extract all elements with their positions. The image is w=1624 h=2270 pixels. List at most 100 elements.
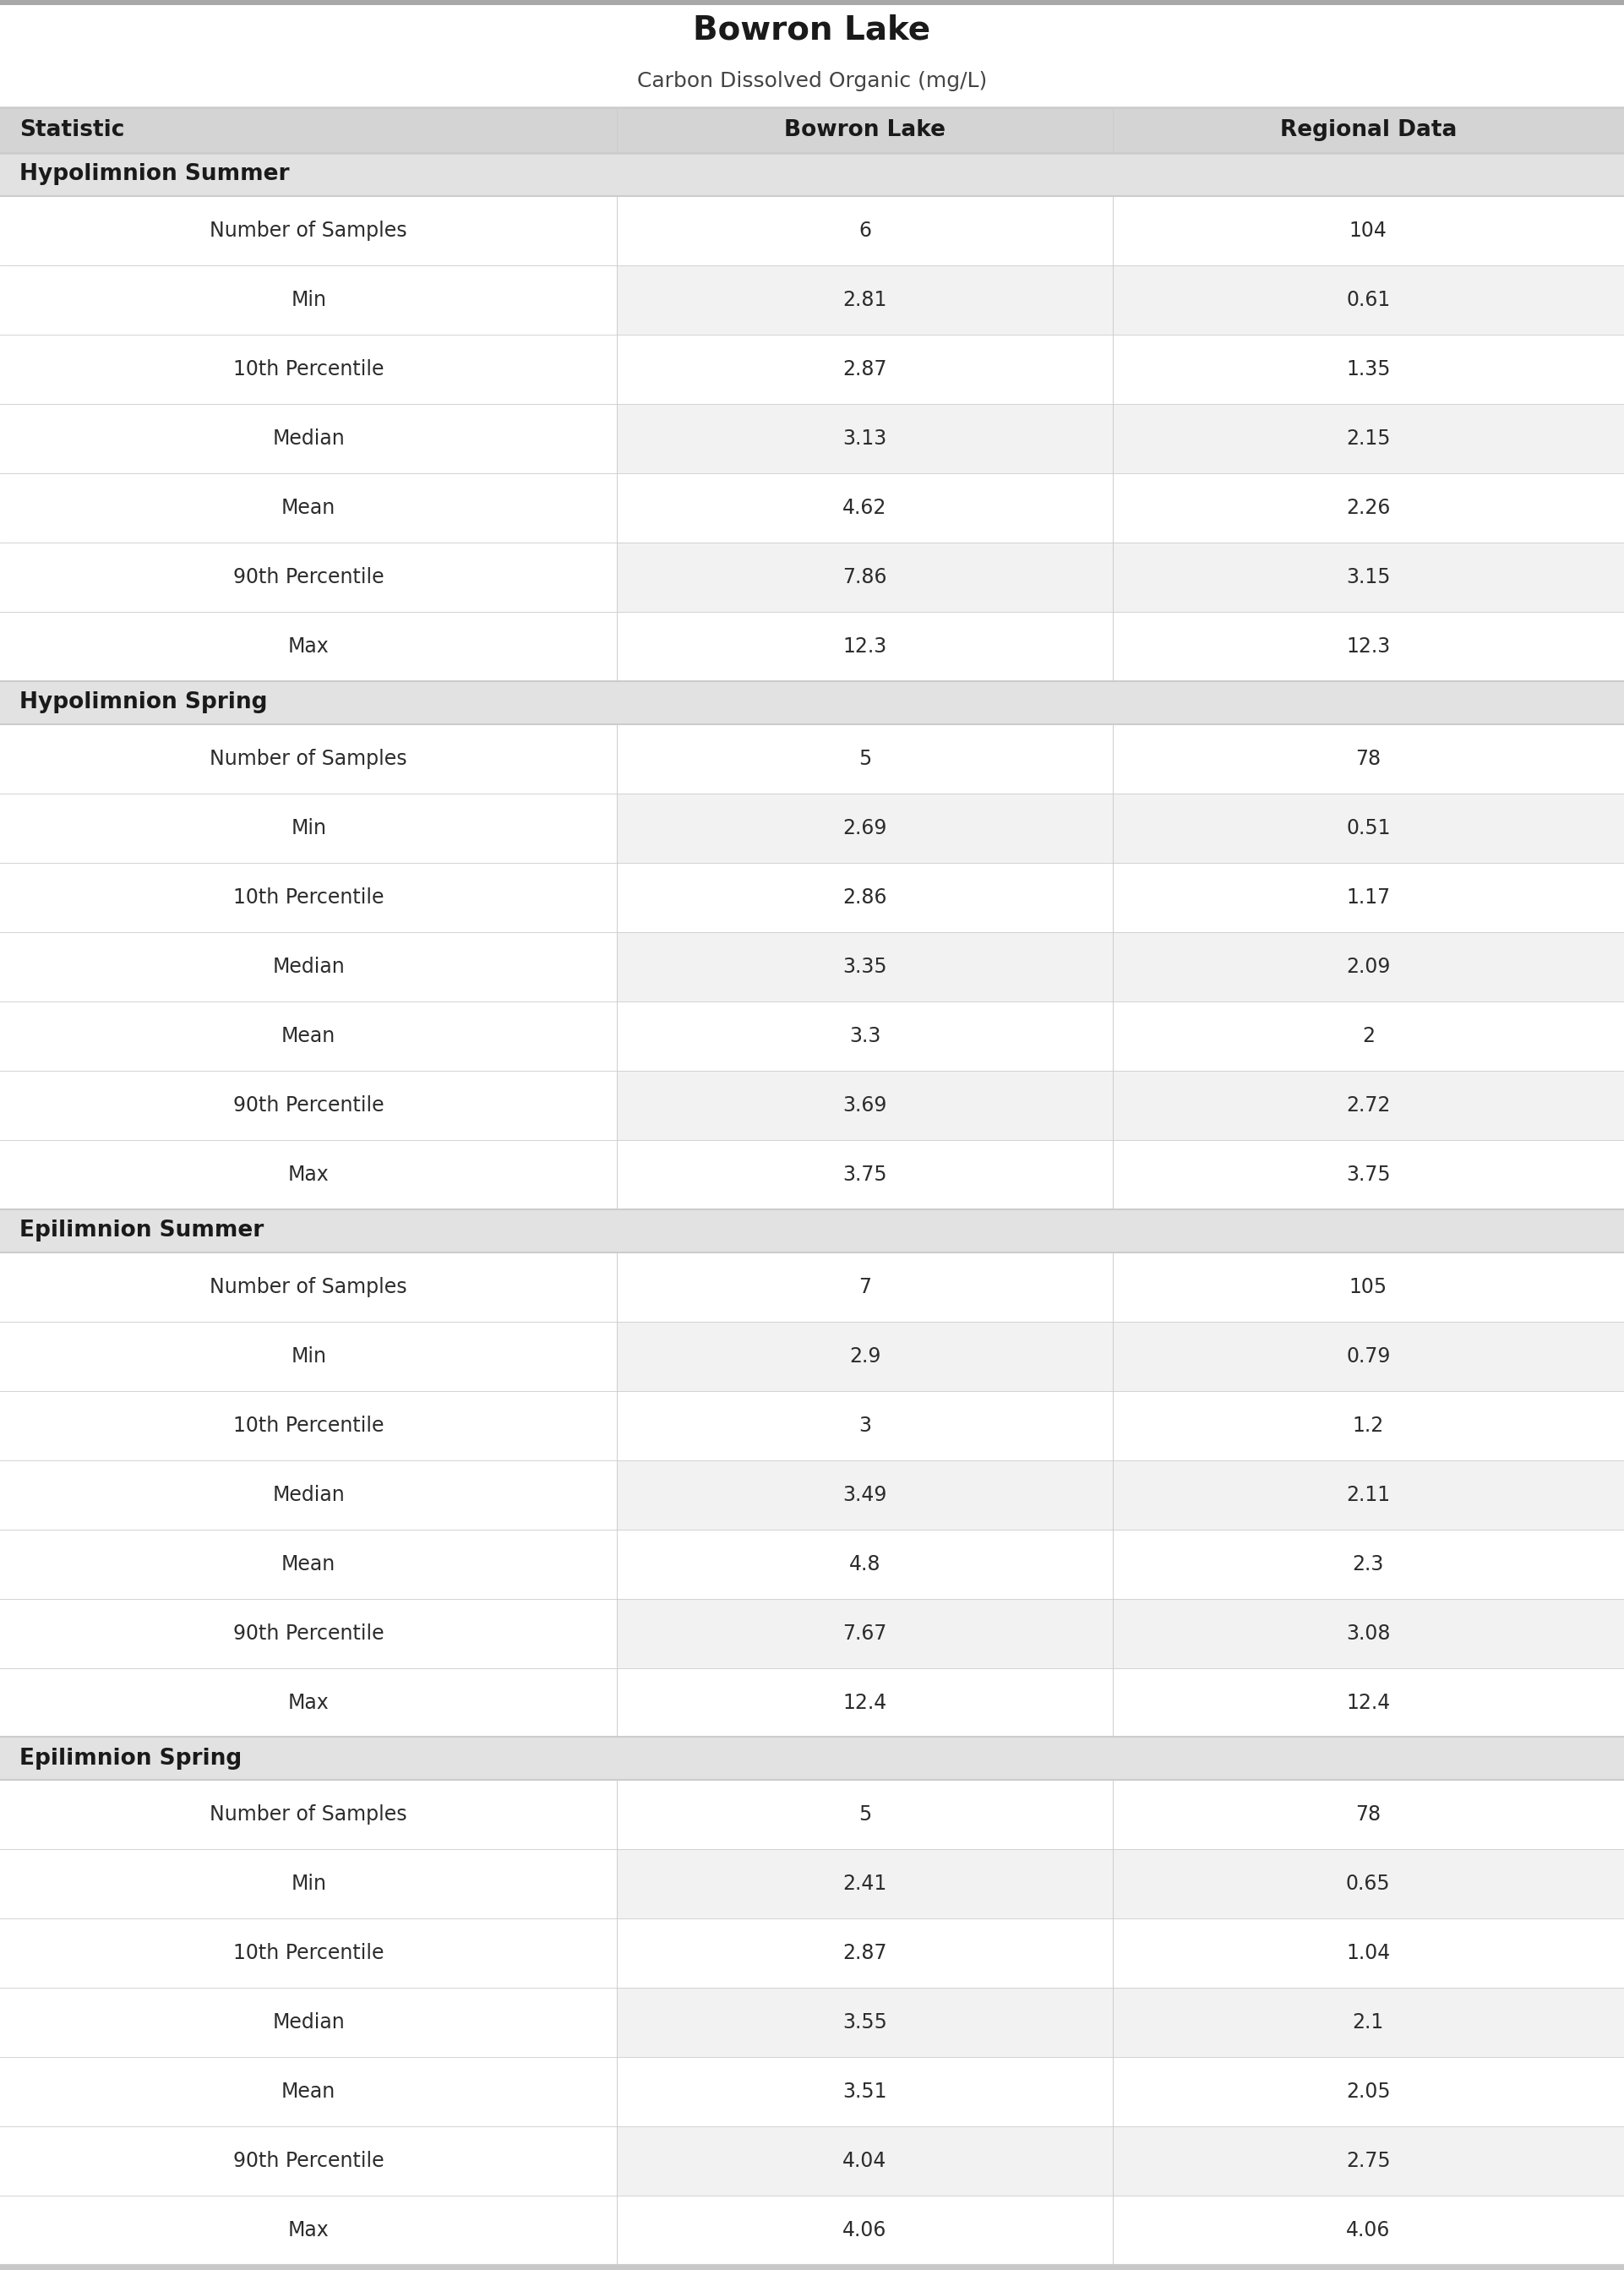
Text: Hypolimnion Summer: Hypolimnion Summer <box>19 163 289 186</box>
Bar <box>0 1001 617 1071</box>
Text: Median: Median <box>273 1485 344 1505</box>
Text: 104: 104 <box>1350 220 1387 241</box>
Bar <box>1112 1392 1624 1460</box>
Text: 4.62: 4.62 <box>843 497 887 518</box>
Bar <box>617 195 1112 266</box>
Bar <box>0 1253 617 1321</box>
Bar <box>1112 724 1624 792</box>
Text: 3.69: 3.69 <box>843 1094 887 1115</box>
Bar <box>617 543 1112 611</box>
Text: Min: Min <box>291 1346 326 1367</box>
Text: 2.75: 2.75 <box>1346 2152 1390 2172</box>
Text: 3.35: 3.35 <box>843 956 887 976</box>
Bar <box>617 404 1112 472</box>
Text: 2.69: 2.69 <box>843 817 887 838</box>
Bar <box>1112 1780 1624 1850</box>
Bar <box>0 1140 617 1210</box>
Text: 90th Percentile: 90th Percentile <box>234 2152 383 2172</box>
Bar <box>617 863 1112 933</box>
Bar <box>0 792 617 863</box>
Bar <box>0 2265 1624 2270</box>
Bar <box>1112 1321 1624 1392</box>
Bar <box>0 1321 617 1392</box>
Text: Min: Min <box>291 291 326 311</box>
Text: 3.75: 3.75 <box>843 1165 887 1185</box>
Text: 2.05: 2.05 <box>1346 2082 1390 2102</box>
Bar <box>617 611 1112 681</box>
Bar <box>1112 2057 1624 2127</box>
Bar <box>617 724 1112 792</box>
Text: 90th Percentile: 90th Percentile <box>234 568 383 588</box>
Bar <box>1112 1140 1624 1210</box>
Bar <box>0 1530 617 1598</box>
Bar <box>617 792 1112 863</box>
Text: 7: 7 <box>859 1276 870 1296</box>
Bar <box>0 1460 617 1530</box>
Text: 1.04: 1.04 <box>1346 1943 1390 1964</box>
Bar <box>617 472 1112 543</box>
Bar <box>1112 1001 1624 1071</box>
Text: Regional Data: Regional Data <box>1280 120 1457 141</box>
Bar <box>617 1780 1112 1850</box>
Text: 5: 5 <box>859 749 870 770</box>
Text: Mean: Mean <box>281 1026 336 1046</box>
Bar <box>0 2127 617 2195</box>
Text: 10th Percentile: 10th Percentile <box>234 1414 383 1435</box>
Text: 3.13: 3.13 <box>843 429 887 449</box>
Bar <box>617 1140 1112 1210</box>
Text: Epilimnion Spring: Epilimnion Spring <box>19 1748 242 1771</box>
Bar <box>617 1668 1112 1737</box>
Text: Min: Min <box>291 817 326 838</box>
Bar <box>1112 266 1624 334</box>
Text: Max: Max <box>287 1165 330 1185</box>
Text: Mean: Mean <box>281 2082 336 2102</box>
Bar <box>1112 863 1624 933</box>
Bar <box>617 2195 1112 2265</box>
Text: Statistic: Statistic <box>19 120 125 141</box>
Bar <box>617 2127 1112 2195</box>
Bar <box>1112 792 1624 863</box>
Text: Number of Samples: Number of Samples <box>209 1805 408 1825</box>
Text: 3.51: 3.51 <box>843 2082 887 2102</box>
Text: 10th Percentile: 10th Percentile <box>234 888 383 908</box>
Text: 0.65: 0.65 <box>1346 1875 1390 1893</box>
Bar <box>0 404 617 472</box>
Bar <box>0 1392 617 1460</box>
Bar <box>0 2195 617 2265</box>
Bar <box>1112 404 1624 472</box>
Text: Max: Max <box>287 2220 330 2240</box>
Bar <box>617 1989 1112 2057</box>
Bar <box>1112 2195 1624 2265</box>
Text: 0.61: 0.61 <box>1346 291 1390 311</box>
Bar <box>1112 1668 1624 1737</box>
Text: 2.72: 2.72 <box>1346 1094 1390 1115</box>
Text: 3.75: 3.75 <box>1346 1165 1390 1185</box>
Text: Mean: Mean <box>281 497 336 518</box>
Bar <box>0 1850 617 1918</box>
Text: 2.26: 2.26 <box>1346 497 1390 518</box>
Text: 105: 105 <box>1350 1276 1387 1296</box>
Bar <box>1112 1253 1624 1321</box>
Bar <box>0 724 617 792</box>
Text: 6: 6 <box>859 220 870 241</box>
Bar <box>0 152 1624 195</box>
Bar <box>1112 1460 1624 1530</box>
Bar <box>617 266 1112 334</box>
Bar <box>0 863 617 933</box>
Bar <box>617 1918 1112 1989</box>
Text: 2: 2 <box>1363 1026 1374 1046</box>
Bar <box>0 681 1624 724</box>
Text: 10th Percentile: 10th Percentile <box>234 1943 383 1964</box>
Bar <box>0 1598 617 1668</box>
Bar <box>0 107 1624 152</box>
Bar <box>617 334 1112 404</box>
Text: 4.04: 4.04 <box>843 2152 887 2172</box>
Text: 2.09: 2.09 <box>1346 956 1390 976</box>
Bar <box>0 611 617 681</box>
Text: 3.55: 3.55 <box>843 2013 887 2034</box>
Bar <box>0 933 617 1001</box>
Text: Mean: Mean <box>281 1553 336 1573</box>
Bar <box>1112 334 1624 404</box>
Text: 2.3: 2.3 <box>1353 1553 1384 1573</box>
Text: Bowron Lake: Bowron Lake <box>693 14 931 45</box>
